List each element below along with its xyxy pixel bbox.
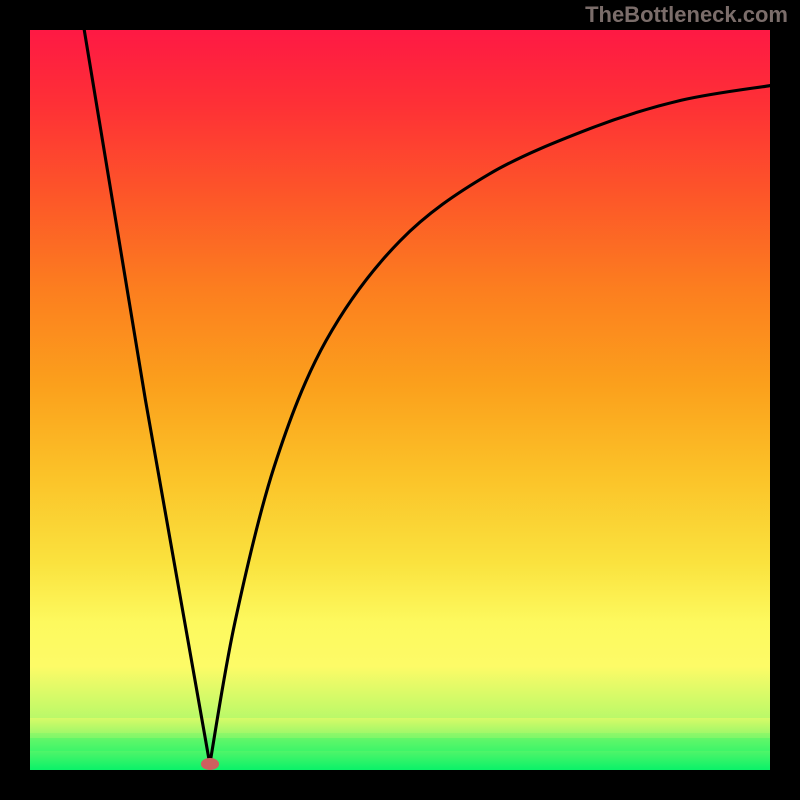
curve-path: [82, 30, 770, 764]
plot-area: [30, 30, 770, 770]
bottleneck-curve: [30, 30, 770, 770]
curve-minimum-marker: [201, 758, 219, 770]
watermark-text: TheBottleneck.com: [585, 2, 788, 28]
chart-container: TheBottleneck.com: [0, 0, 800, 800]
